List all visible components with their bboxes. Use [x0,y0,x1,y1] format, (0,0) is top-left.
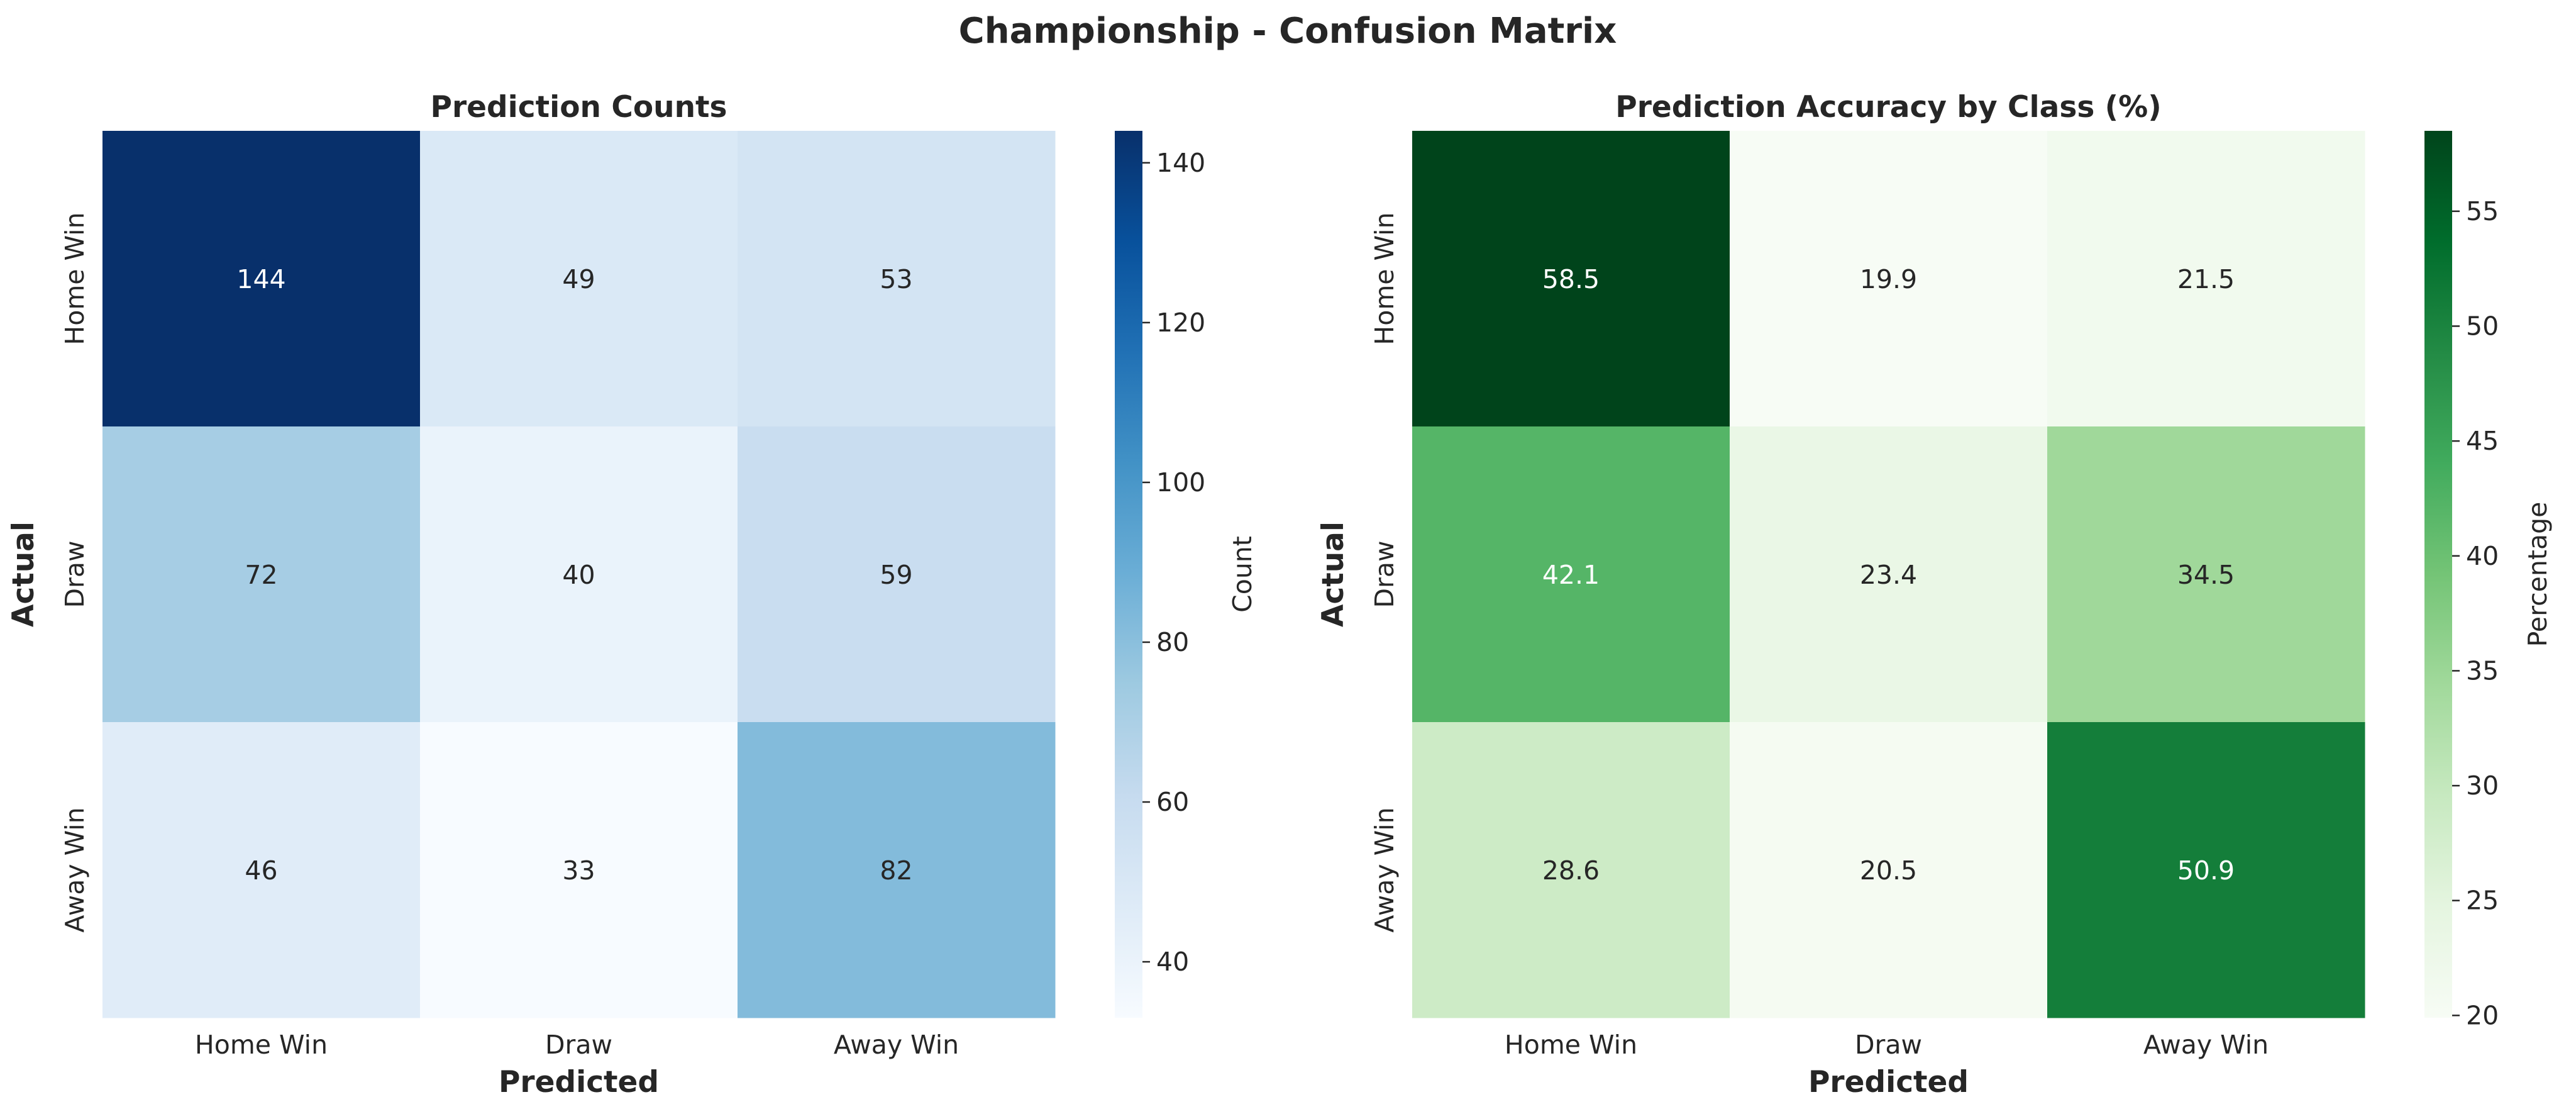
heatmap-cell [420,722,738,1018]
heatmap-cell [102,722,421,1018]
x-tick-label: Away Win [2143,1030,2269,1060]
colorbar-tick-label: 35 [2466,655,2499,686]
x-axis-label: Predicted [1808,1065,1969,1100]
colorbar-tick-label: 80 [1156,627,1189,657]
heatmap-cell [420,426,738,723]
x-tick-label: Home Win [195,1030,328,1060]
colorbar-tick-label: 50 [2466,311,2499,341]
y-tick-label: Home Win [1369,212,1400,345]
heatmap-cell [738,131,1056,427]
cell-value-label: 72 [245,560,277,590]
colorbar-label: Count [1227,536,1258,613]
colorbar-tick-label: 30 [2466,771,2499,801]
cell-value-label: 23.4 [1860,560,1917,590]
x-tick-label: Home Win [1505,1030,1637,1060]
colorbar-tick-label: 40 [1156,947,1189,977]
cell-value-label: 34.5 [2177,560,2235,590]
heatmap-cell [1730,131,2048,427]
heatmap-cell [1412,426,1730,723]
heatmap-cell [102,131,421,427]
heatmap-panel-2: Prediction Accuracy by Class (%) 58.5 19.9… [1316,90,2553,1100]
heatmap-cell [738,722,1056,1018]
y-tick-label: Away Win [1369,807,1400,932]
colorbar [2424,131,2452,1018]
cell-value-label: 33 [562,855,595,886]
cell-value-label: 144 [236,264,285,294]
cell-value-label: 49 [562,264,595,294]
heatmap-cell [2047,722,2365,1018]
cell-value-label: 53 [880,264,912,294]
cell-value-label: 21.5 [2177,264,2235,294]
cell-value-label: 28.6 [1542,855,1600,886]
y-tick-label: Home Win [60,212,90,345]
colorbar-tick-label: 45 [2466,426,2499,456]
y-axis-label: Actual [6,521,41,627]
colorbar-tick-label: 100 [1156,467,1205,498]
x-tick-label: Draw [545,1030,612,1060]
colorbar-tick-label: 25 [2466,886,2499,916]
cell-value-label: 40 [562,560,595,590]
y-tick-label: Away Win [60,807,90,932]
heatmap-cell [102,426,421,723]
colorbar-tick-label: 140 [1156,148,1205,178]
heatmap-cell [1730,426,2048,723]
heatmap-cell [1730,722,2048,1018]
panel-title: Prediction Accuracy by Class (%) [1615,90,2161,125]
colorbar-tick-label: 20 [2466,1000,2499,1030]
colorbar-tick-label: 40 [2466,541,2499,571]
cell-value-label: 58.5 [1542,264,1600,294]
cell-value-label: 19.9 [1860,264,1917,294]
colorbar-tick-label: 60 [1156,787,1189,817]
cell-value-label: 46 [245,855,277,886]
x-tick-label: Draw [1855,1030,1922,1060]
heatmap-cell [2047,426,2365,723]
y-tick-label: Draw [1369,540,1400,608]
heatmap-cell [420,131,738,427]
colorbar-tick-label: 120 [1156,308,1205,338]
heatmap-panel-1: Prediction Counts 144 49 53 72 40 59 46 33 82 Home… [6,90,1258,1100]
cell-value-label: 59 [880,560,912,590]
colorbar-label: Percentage [2523,502,2553,647]
colorbar [1115,131,1142,1018]
y-axis-label: Actual [1316,521,1351,627]
y-tick-label: Draw [60,540,90,608]
cell-value-label: 20.5 [1860,855,1917,886]
heatmap-cell [1412,722,1730,1018]
colorbar-tick-label: 55 [2466,196,2499,226]
heatmap-cell [1412,131,1730,427]
cell-value-label: 50.9 [2177,855,2235,886]
x-tick-label: Away Win [834,1030,959,1060]
heatmap-cell [738,426,1056,723]
figure-title: Championship - Confusion Matrix [959,11,1617,52]
cell-value-label: 42.1 [1542,560,1600,590]
heatmap-cell [2047,131,2365,427]
cell-value-label: 82 [880,855,912,886]
x-axis-label: Predicted [499,1065,659,1100]
panel-title: Prediction Counts [431,90,727,125]
